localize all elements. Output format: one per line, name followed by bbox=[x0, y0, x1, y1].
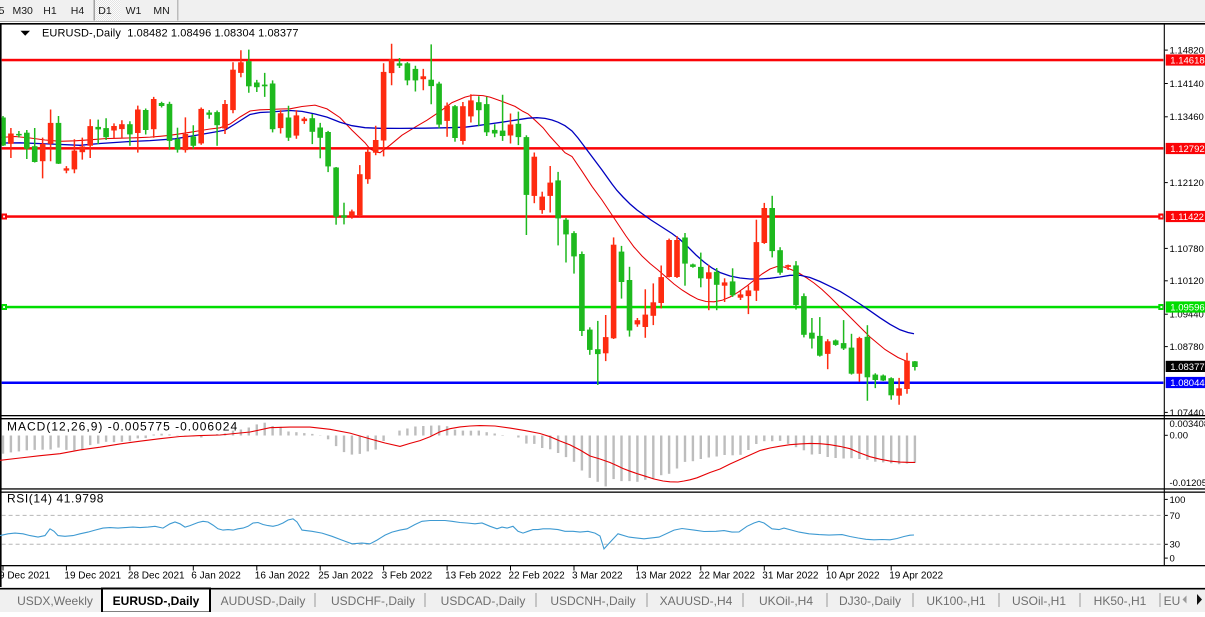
svg-text:UKOil-,H4: UKOil-,H4 bbox=[759, 594, 813, 608]
svg-text:16 Jan 2022: 16 Jan 2022 bbox=[255, 571, 310, 582]
svg-text:H1: H1 bbox=[43, 5, 57, 17]
svg-text:3 Mar 2022: 3 Mar 2022 bbox=[572, 571, 623, 582]
svg-text:1.10120: 1.10120 bbox=[1170, 276, 1204, 287]
svg-text:1.14618: 1.14618 bbox=[1170, 55, 1204, 66]
svg-text:0.003408: 0.003408 bbox=[1170, 419, 1205, 430]
svg-text:70: 70 bbox=[1170, 511, 1181, 522]
svg-text:DJ30-,Daily: DJ30-,Daily bbox=[839, 594, 901, 608]
svg-text:100: 100 bbox=[1170, 495, 1186, 506]
svg-text:0: 0 bbox=[1170, 554, 1175, 565]
svg-text:USDX,Weekly: USDX,Weekly bbox=[17, 594, 93, 608]
svg-text:USDCAD-,Daily: USDCAD-,Daily bbox=[441, 594, 526, 608]
svg-text:1.08044: 1.08044 bbox=[1170, 378, 1204, 389]
svg-text:HK50-,H1: HK50-,H1 bbox=[1094, 594, 1147, 608]
svg-text:EURUSD-,Daily 1.08482 1.08496: EURUSD-,Daily 1.08482 1.08496 1.08304 1.… bbox=[42, 28, 299, 40]
svg-text:UK100-,H1: UK100-,H1 bbox=[926, 594, 986, 608]
svg-text:1.14140: 1.14140 bbox=[1170, 79, 1204, 90]
svg-text:H4: H4 bbox=[71, 5, 85, 17]
svg-text:USDCNH-,Daily: USDCNH-,Daily bbox=[550, 594, 635, 608]
svg-text:1.07440: 1.07440 bbox=[1170, 408, 1204, 419]
svg-text:1.12120: 1.12120 bbox=[1170, 178, 1204, 189]
svg-text:M30: M30 bbox=[12, 5, 33, 17]
svg-text:6 Jan 2022: 6 Jan 2022 bbox=[191, 571, 241, 582]
svg-text:1.08377: 1.08377 bbox=[1170, 362, 1204, 373]
svg-text:22 Mar 2022: 22 Mar 2022 bbox=[699, 571, 756, 582]
svg-text:1.09596: 1.09596 bbox=[1170, 302, 1204, 313]
svg-text:28 Dec 2021: 28 Dec 2021 bbox=[128, 571, 185, 582]
svg-text:W1: W1 bbox=[126, 5, 142, 17]
svg-text:1.08780: 1.08780 bbox=[1170, 342, 1204, 353]
svg-text:5: 5 bbox=[0, 5, 5, 17]
svg-text:25 Jan 2022: 25 Jan 2022 bbox=[318, 571, 373, 582]
svg-text:EU: EU bbox=[1164, 594, 1181, 608]
svg-text:RSI(14) 41.9798: RSI(14) 41.9798 bbox=[7, 492, 104, 506]
svg-text:13 Mar 2022: 13 Mar 2022 bbox=[635, 571, 692, 582]
svg-text:1.11422: 1.11422 bbox=[1170, 212, 1204, 223]
svg-text:MACD(12,26,9) -0.005775 -0.006: MACD(12,26,9) -0.005775 -0.006024 bbox=[7, 420, 238, 434]
svg-text:1.10780: 1.10780 bbox=[1170, 244, 1204, 255]
svg-text:EURUSD-,Daily: EURUSD-,Daily bbox=[113, 594, 200, 608]
svg-text:USDCHF-,Daily: USDCHF-,Daily bbox=[331, 594, 415, 608]
svg-text:9 Dec 2021: 9 Dec 2021 bbox=[0, 571, 51, 582]
svg-text:19 Apr 2022: 19 Apr 2022 bbox=[889, 571, 943, 582]
svg-text:10 Apr 2022: 10 Apr 2022 bbox=[826, 571, 880, 582]
svg-text:MN: MN bbox=[153, 5, 169, 17]
svg-text:3 Feb 2022: 3 Feb 2022 bbox=[382, 571, 433, 582]
svg-text:1.13460: 1.13460 bbox=[1170, 112, 1204, 123]
svg-text:19 Dec 2021: 19 Dec 2021 bbox=[64, 571, 121, 582]
svg-text:31 Mar 2022: 31 Mar 2022 bbox=[762, 571, 819, 582]
svg-text:XAUUSD-,H4: XAUUSD-,H4 bbox=[660, 594, 733, 608]
svg-text:0.00: 0.00 bbox=[1170, 431, 1189, 442]
svg-text:13 Feb 2022: 13 Feb 2022 bbox=[445, 571, 502, 582]
svg-text:D1: D1 bbox=[98, 5, 112, 17]
svg-text:-0.012050: -0.012050 bbox=[1170, 478, 1205, 489]
svg-text:USOil-,H1: USOil-,H1 bbox=[1012, 594, 1066, 608]
svg-text:30: 30 bbox=[1170, 540, 1181, 551]
svg-text:AUDUSD-,Daily: AUDUSD-,Daily bbox=[221, 594, 306, 608]
svg-text:22 Feb 2022: 22 Feb 2022 bbox=[509, 571, 566, 582]
svg-text:1.12792: 1.12792 bbox=[1170, 144, 1204, 155]
